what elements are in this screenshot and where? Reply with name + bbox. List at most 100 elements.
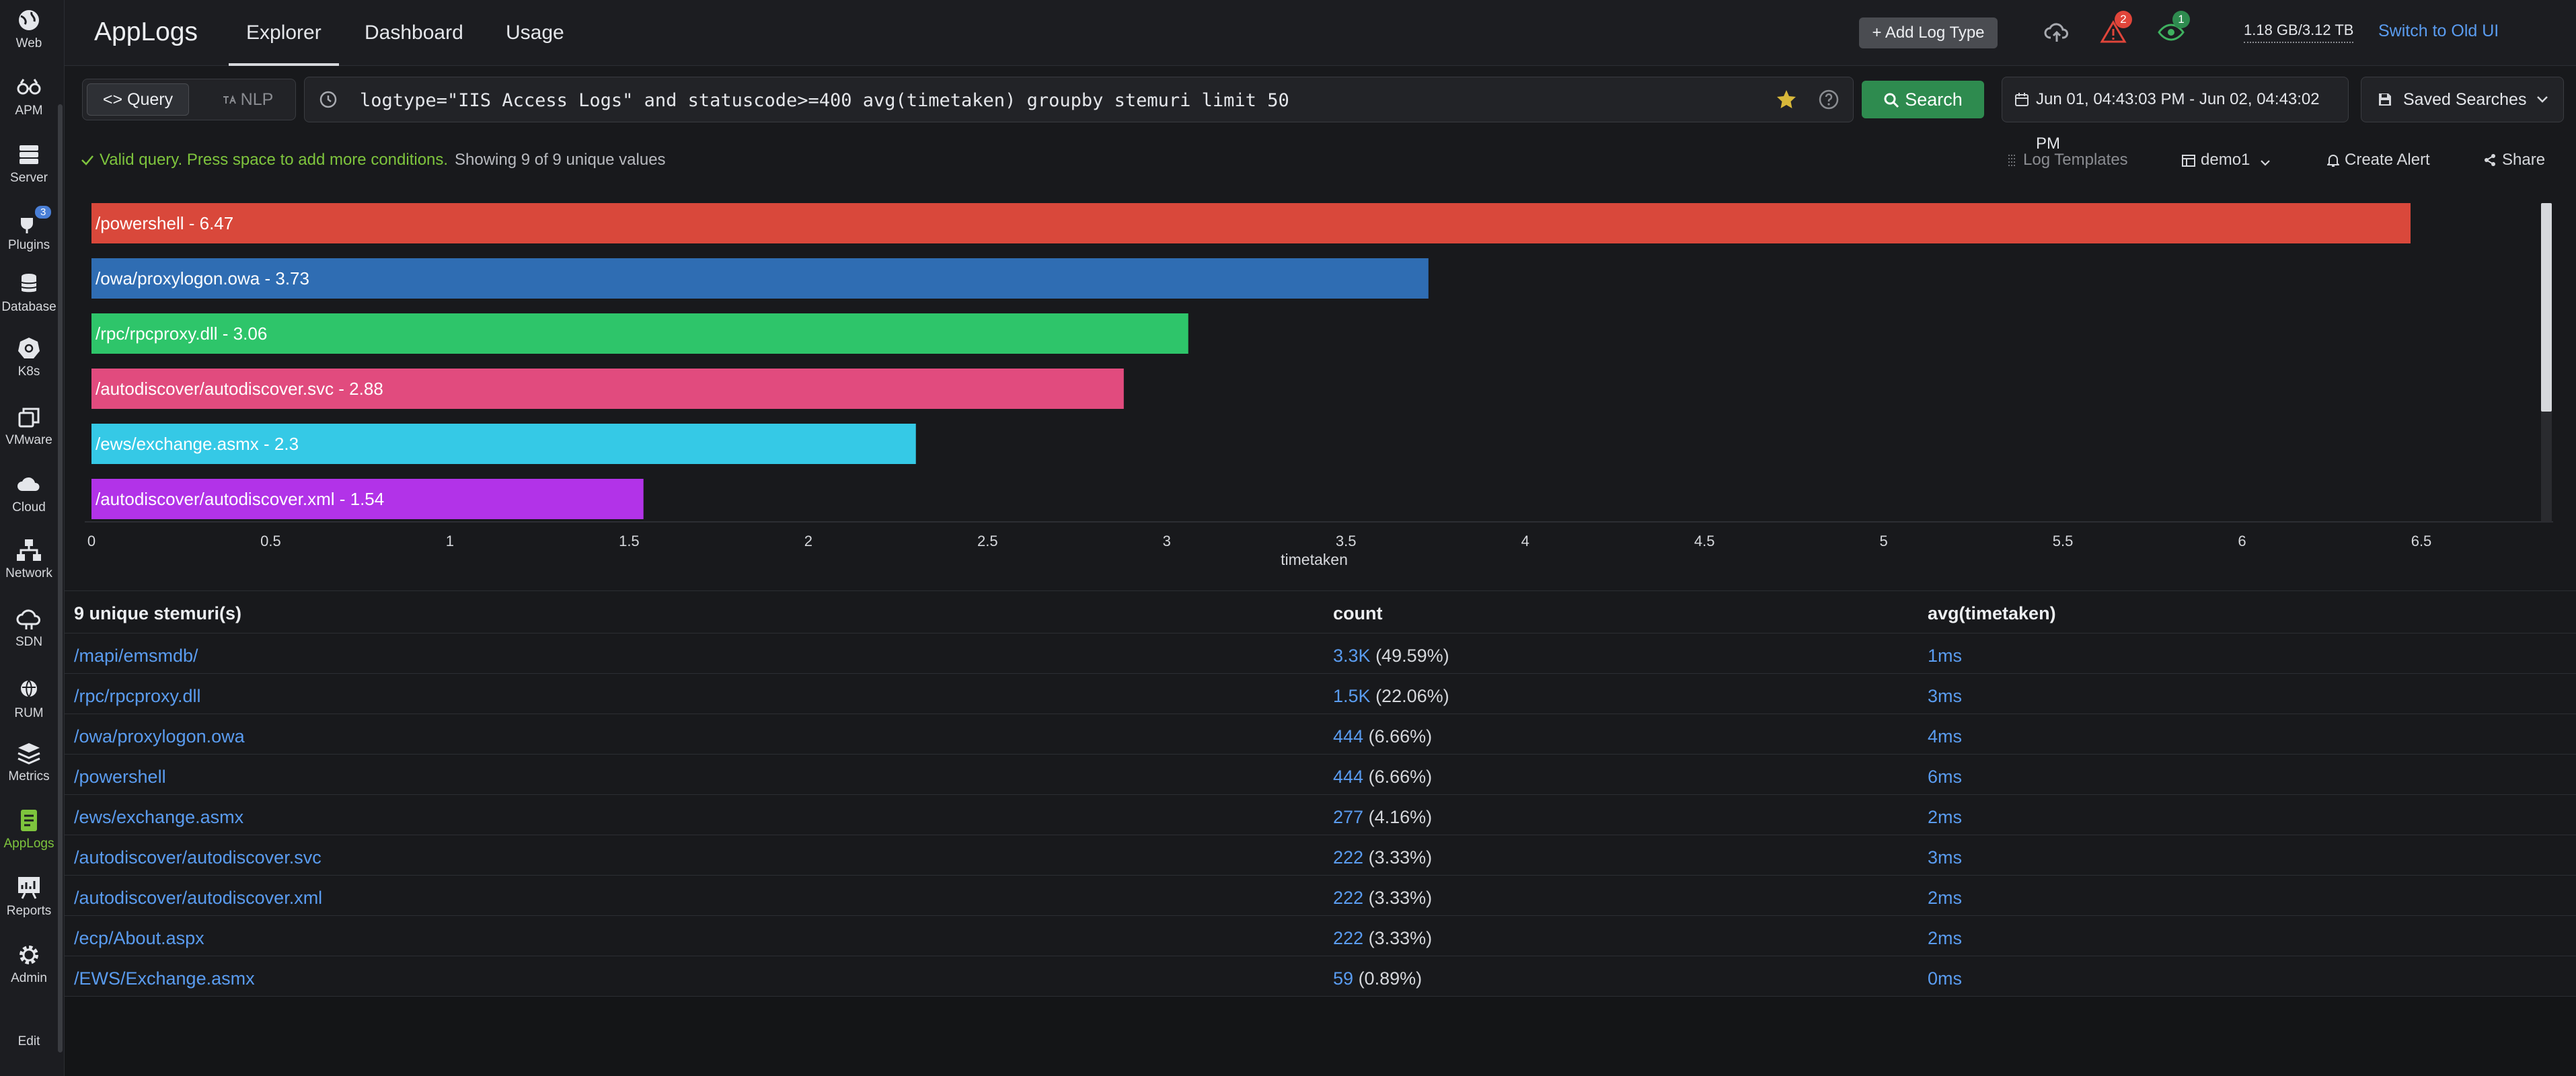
calendar-icon (2015, 93, 2029, 106)
sidebar-item-edit[interactable]: Edit (0, 1002, 58, 1059)
stemuri-link[interactable]: /autodiscover/autodiscover.svc (74, 847, 321, 868)
chart-scroll-thumb[interactable] (2541, 203, 2552, 412)
stemuri-link[interactable]: /rpc/rpcproxy.dll (74, 686, 201, 706)
sidebar-item-cloud[interactable]: Cloud (0, 464, 58, 521)
rail-scrollbar[interactable] (58, 104, 63, 1052)
sidebar-item-apm[interactable]: APM (0, 67, 58, 124)
sidebar-item-network[interactable]: Network (0, 530, 58, 586)
switch-old-ui-link[interactable]: Switch to Old UI (2378, 22, 2499, 40)
bar[interactable] (91, 424, 916, 464)
sidebar-item-applogs[interactable]: AppLogs (0, 800, 58, 857)
count-link[interactable]: 59 (1333, 968, 1354, 989)
saved-searches-dropdown[interactable]: Saved Searches (2361, 77, 2564, 122)
stemuri-link[interactable]: /ews/exchange.asmx (74, 807, 244, 827)
count-percent: (6.66%) (1368, 726, 1433, 746)
count-cell: 444 (6.66%) (1333, 726, 1432, 747)
x-tick-label: 4.5 (1694, 533, 1715, 549)
stemuri-link[interactable]: /mapi/emsmdb/ (74, 646, 198, 666)
tab-usage[interactable]: Usage (506, 22, 564, 44)
count-cell: 222 (3.33%) (1333, 888, 1432, 909)
header-stemuri[interactable]: 9 unique stemuri(s) (74, 603, 242, 623)
tab-explorer[interactable]: Explorer (229, 22, 339, 66)
bar-chart-svg: /powershell - 6.47/owa/proxylogon.owa - … (85, 203, 2553, 568)
stemuri-link[interactable]: /autodiscover/autodiscover.xml (74, 888, 323, 908)
bar[interactable] (91, 258, 1429, 299)
sidebar-item-label: Edit (17, 1034, 40, 1048)
count-link[interactable]: 1.5K (1333, 686, 1371, 706)
create-alert-button[interactable]: Create Alert (2326, 151, 2430, 169)
add-log-type-button[interactable]: + Add Log Type (1859, 17, 1998, 48)
bar[interactable] (91, 369, 1124, 409)
tab-dashboard[interactable]: Dashboard (365, 22, 463, 44)
header-avg-timetaken[interactable]: avg(timetaken) (1928, 603, 2056, 623)
help-icon[interactable] (1818, 89, 1840, 110)
history-icon[interactable] (318, 89, 338, 110)
sidebar-item-sdn[interactable]: SDN (0, 599, 58, 655)
avg-timetaken-link[interactable]: 0ms (1928, 968, 1963, 989)
sidebar-item-plugins[interactable]: Plugins 3 (0, 202, 58, 258)
avg-timetaken-link[interactable]: 3ms (1928, 847, 1963, 868)
count-link[interactable]: 222 (1333, 847, 1364, 868)
search-label: Search (1905, 89, 1963, 110)
log-templates-button[interactable]: Log Templates (2007, 151, 2128, 169)
table-row: /autodiscover/autodiscover.svc 222 (3.33%… (65, 835, 2576, 876)
bar[interactable] (91, 313, 1188, 354)
avg-timetaken-link[interactable]: 2ms (1928, 928, 1963, 948)
check-icon (81, 155, 93, 165)
bar[interactable] (91, 203, 2411, 243)
sidebar-item-database[interactable]: Database (0, 264, 58, 320)
sidebar-item-rum[interactable]: RUM (0, 670, 58, 726)
sidebar-item-reports[interactable]: Reports (0, 868, 58, 924)
query-input[interactable] (360, 85, 1759, 115)
stemuri-link[interactable]: /owa/proxylogon.owa (74, 726, 245, 746)
stemuri-link[interactable]: /EWS/Exchange.asmx (74, 968, 255, 989)
sidebar-item-label: Plugins (7, 238, 50, 252)
sidebar-item-web[interactable]: Web (0, 0, 58, 56)
bar-label: /rpc/rpcproxy.dll - 3.06 (96, 323, 267, 344)
count-link[interactable]: 444 (1333, 767, 1364, 787)
avg-timetaken-link[interactable]: 6ms (1928, 767, 1963, 787)
query-mode-button[interactable]: <> Query (87, 83, 189, 116)
avg-timetaken-link[interactable]: 3ms (1928, 686, 1963, 706)
rum-icon (21, 680, 37, 697)
watch-eye-icon[interactable]: 1 (2158, 11, 2190, 46)
count-link[interactable]: 222 (1333, 888, 1364, 908)
share-button[interactable]: Share (2483, 151, 2545, 169)
star-icon[interactable] (1775, 88, 1798, 111)
avg-timetaken-link[interactable]: 2ms (1928, 807, 1963, 827)
sidebar-item-vmware[interactable]: VMware (0, 397, 58, 453)
x-tick-label: 3 (1163, 533, 1171, 549)
avg-timetaken-link[interactable]: 4ms (1928, 726, 1963, 746)
saved-searches-label: Saved Searches (2403, 90, 2527, 109)
count-percent: (3.33%) (1368, 847, 1433, 868)
monitor-dropdown[interactable]: demo1 (2182, 151, 2271, 169)
metrics-icon (17, 743, 40, 765)
globe-icon (19, 10, 39, 30)
sidebar-item-server[interactable]: Server (0, 134, 58, 191)
x-tick-label: 2 (804, 533, 812, 549)
stemuri-link[interactable]: /ecp/About.aspx (74, 928, 204, 948)
bar[interactable] (91, 479, 644, 519)
sidebar-item-admin[interactable]: Admin (0, 935, 58, 991)
stemuri-link[interactable]: /powershell (74, 767, 166, 787)
date-range-picker[interactable]: Jun 01, 04:43:03 PM - Jun 02, 04:43:02 P… (2002, 77, 2349, 153)
header-count[interactable]: count (1333, 603, 1383, 623)
count-link[interactable]: 3.3K (1333, 646, 1371, 666)
nlp-mode-button[interactable]: NLP (204, 83, 291, 116)
create-alert-label: Create Alert (2345, 151, 2430, 169)
sidebar-item-metrics[interactable]: Metrics (0, 733, 58, 790)
search-button[interactable]: Search (1862, 81, 1984, 118)
table-row: /EWS/Exchange.asmx 59 (0.89%) 0ms (65, 956, 2576, 997)
count-link[interactable]: 444 (1333, 726, 1364, 746)
sidebar-item-k8s[interactable]: K8s (0, 328, 58, 385)
x-tick-label: 0 (87, 533, 96, 549)
count-link[interactable]: 222 (1333, 928, 1364, 948)
upload-cloud-icon[interactable] (2043, 19, 2070, 46)
sidebar-item-label: RUM (14, 706, 44, 720)
avg-timetaken-link[interactable]: 1ms (1928, 646, 1963, 666)
reports-icon (18, 877, 40, 899)
avg-timetaken-link[interactable]: 2ms (1928, 888, 1963, 908)
alert-icon[interactable]: 2 (2100, 11, 2132, 46)
bar-label: /autodiscover/autodiscover.xml - 1.54 (96, 489, 384, 509)
count-link[interactable]: 277 (1333, 807, 1364, 827)
